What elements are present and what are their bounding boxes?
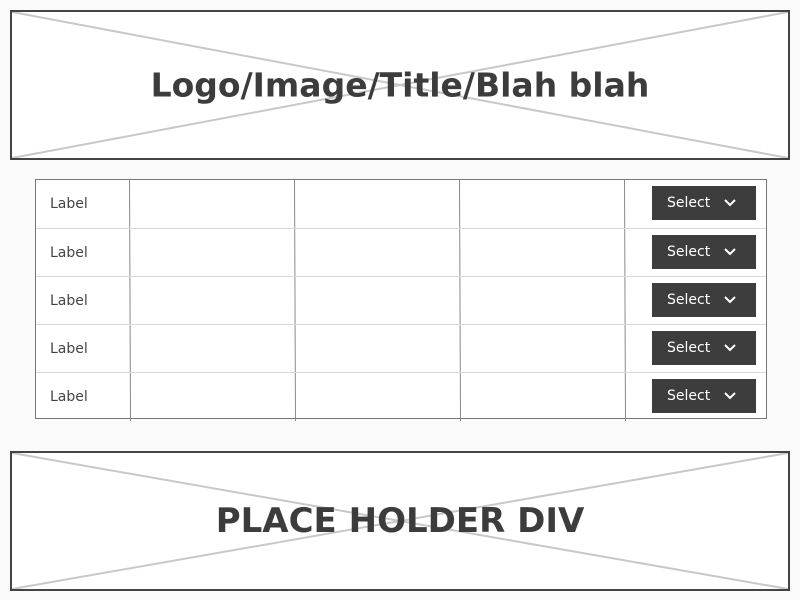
select-dropdown[interactable]: Select [652, 283, 756, 317]
select-dropdown[interactable]: Select [652, 379, 756, 413]
table-row: Label Select [36, 372, 766, 420]
row-label: Label [50, 245, 88, 261]
footer-placeholder: PLACE HOLDER DIV [10, 451, 790, 591]
chevron-down-icon [724, 296, 736, 304]
select-label: Select [667, 340, 711, 356]
select-dropdown[interactable]: Select [652, 235, 756, 269]
table-row: Label Select [36, 180, 766, 228]
header-placeholder: Logo/Image/Title/Blah blah [10, 10, 790, 160]
column-dividers [129, 178, 626, 422]
select-dropdown[interactable]: Select [652, 331, 756, 365]
select-dropdown[interactable]: Select [652, 186, 756, 220]
header-title: Logo/Image/Title/Blah blah [150, 65, 650, 105]
select-label: Select [667, 195, 711, 211]
row-label: Label [50, 389, 88, 405]
chevron-down-icon [724, 199, 736, 207]
row-label: Label [50, 196, 88, 212]
table-row: Label Select [36, 228, 766, 276]
chevron-down-icon [724, 248, 736, 256]
table-row: Label Select [36, 276, 766, 324]
placeholder-cross-icon [12, 12, 788, 158]
form-table: Label Select Label Select Label Select L… [35, 178, 767, 422]
row-label: Label [50, 293, 88, 309]
chevron-down-icon [724, 392, 736, 400]
placeholder-title: PLACE HOLDER DIV [215, 501, 585, 541]
select-label: Select [667, 244, 711, 260]
placeholder-cross-icon [12, 453, 788, 589]
chevron-down-icon [724, 344, 736, 352]
row-label: Label [50, 341, 88, 357]
table-row: Label Select [36, 324, 766, 372]
select-label: Select [667, 292, 711, 308]
select-label: Select [667, 388, 711, 404]
